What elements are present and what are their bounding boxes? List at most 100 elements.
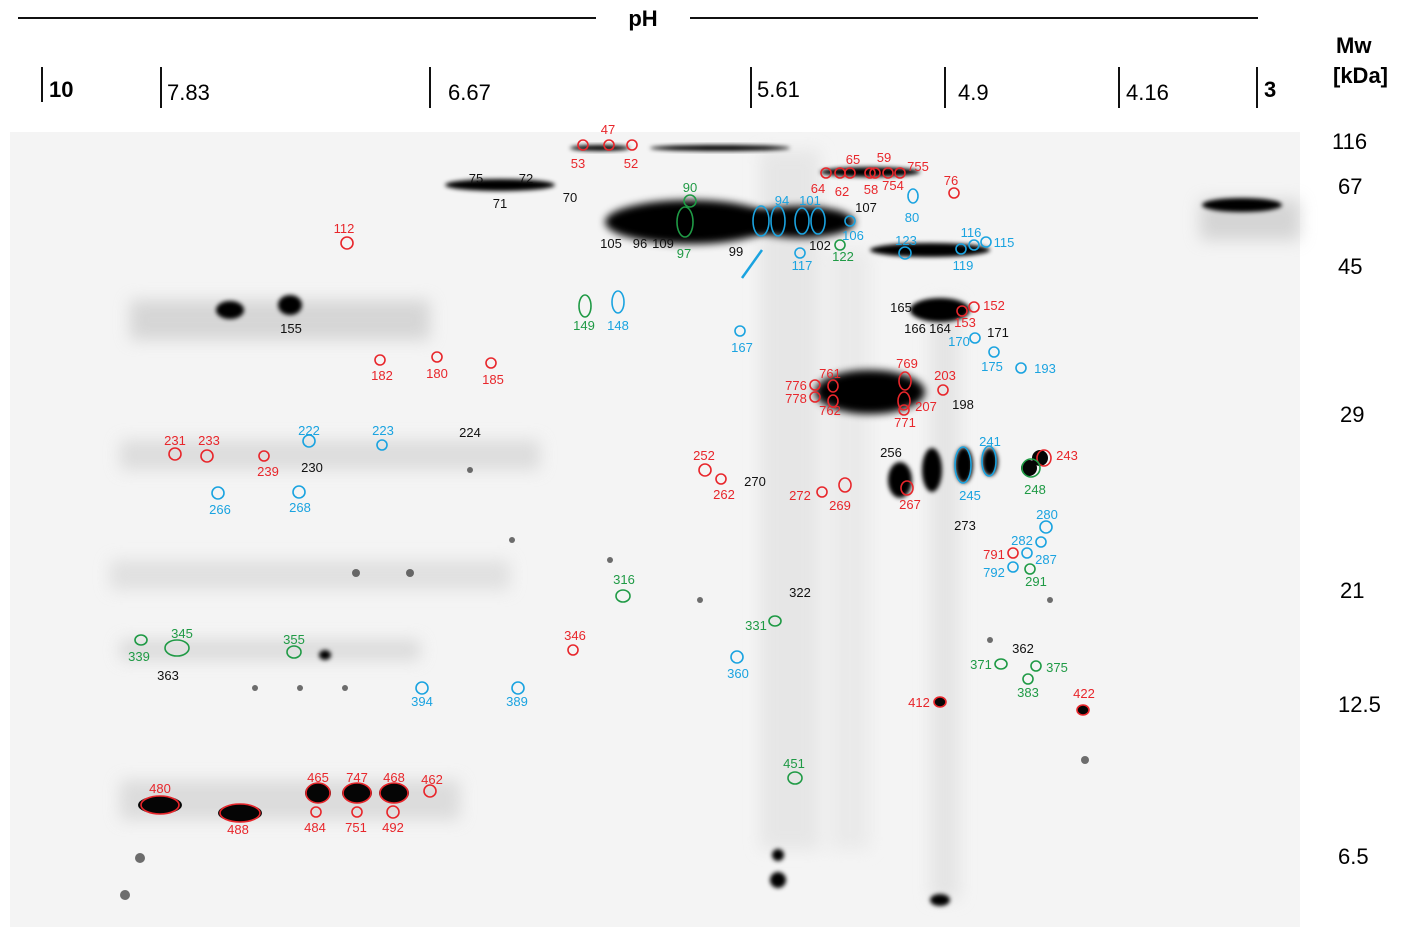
spot-label-291: 291 <box>1025 574 1047 589</box>
spot-marker-53 <box>577 139 589 151</box>
spot-marker-241 <box>981 445 997 477</box>
spot-label-248: 248 <box>1024 482 1046 497</box>
spot-label-149: 149 <box>573 318 595 333</box>
ph-tick-label: 4.16 <box>1126 80 1169 105</box>
spot-label-101: 101 <box>799 193 821 208</box>
spot-label-266: 266 <box>209 502 231 517</box>
spot-label-122: 122 <box>832 249 854 264</box>
spot-marker-339 <box>134 634 148 646</box>
spot-marker-167 <box>734 325 746 337</box>
spot-label-762: 762 <box>819 403 841 418</box>
spot-marker-754 <box>882 167 894 179</box>
spot-label-262: 262 <box>713 487 735 502</box>
spot-label-105: 105 <box>600 236 622 251</box>
spot-marker-771 <box>898 404 910 416</box>
spot-label-102: 102 <box>809 238 831 253</box>
spot-marker-375 <box>1030 660 1042 672</box>
spot-marker-451 <box>787 771 803 785</box>
spot-label-273: 273 <box>954 518 976 533</box>
spot-marker-462 <box>423 784 437 798</box>
spot-label-180: 180 <box>426 366 448 381</box>
spot-marker-245 <box>954 446 972 484</box>
spot-label-243: 243 <box>1056 448 1078 463</box>
spot-label-155: 155 <box>280 321 302 336</box>
spot-marker-76 <box>948 187 960 199</box>
spot-label-383: 383 <box>1017 685 1039 700</box>
spot-marker-180 <box>431 351 443 363</box>
mw-tick-label: 6.5 <box>1338 844 1369 869</box>
spot-label-355: 355 <box>283 632 305 647</box>
spot-label-207: 207 <box>915 399 937 414</box>
spot-label-252: 252 <box>693 448 715 463</box>
spot-marker-791 <box>1007 547 1019 559</box>
spot-label-465: 465 <box>307 770 329 785</box>
spot-label-269: 269 <box>829 498 851 513</box>
spot-label-778: 778 <box>785 391 807 406</box>
spot-label-282: 282 <box>1011 533 1033 548</box>
ph-tick-labels: 10 7.83 6.67 5.61 4.9 4.16 3 <box>49 77 1276 105</box>
spot-marker-751 <box>351 806 363 818</box>
spot-label-222: 222 <box>298 423 320 438</box>
spot-label-239: 239 <box>257 464 279 479</box>
spot-label-52: 52 <box>624 156 638 171</box>
spot-label-76: 76 <box>944 173 958 188</box>
spot-marker-360 <box>730 650 744 664</box>
spot-marker-239 <box>258 450 270 462</box>
spot-label-755: 755 <box>907 159 929 174</box>
spot-label-412: 412 <box>908 695 930 710</box>
spot-marker-465 <box>305 782 331 804</box>
spot-label-230: 230 <box>301 460 323 475</box>
ph-tick-label: 7.83 <box>167 80 210 105</box>
spot-label-394: 394 <box>411 694 433 709</box>
spot-label-751: 751 <box>345 820 367 835</box>
spot-marker-80 <box>907 188 919 204</box>
spot-label-148: 148 <box>607 318 629 333</box>
spot-label-112: 112 <box>334 221 355 236</box>
spot-label-175: 175 <box>981 359 1003 374</box>
mw-tick-label: 67 <box>1338 174 1362 199</box>
spot-marker-64 <box>820 167 832 179</box>
spot-marker-62 <box>834 167 846 179</box>
spot-marker-422 <box>1076 704 1090 716</box>
spot-label-109: 109 <box>652 236 674 251</box>
spot-label-106: 106 <box>842 228 864 243</box>
spot-label-267: 267 <box>899 497 921 512</box>
spot-label-345: 345 <box>171 626 193 641</box>
mw-tick-label: 12.5 <box>1338 692 1381 717</box>
spot-marker-383 <box>1022 673 1034 685</box>
spot-label-97: 97 <box>677 246 691 261</box>
spot-marker-346 <box>567 644 579 656</box>
spot-label-224: 224 <box>459 425 481 440</box>
spot-marker-252 <box>698 463 712 477</box>
spot-marker-778 <box>809 391 821 403</box>
spot-label-492: 492 <box>382 820 404 835</box>
spot-marker-769 <box>898 371 912 391</box>
spot-marker-291 <box>1024 563 1036 575</box>
spot-marker-182 <box>374 354 386 366</box>
spot-label-371: 371 <box>970 657 992 672</box>
spot-marker-119 <box>955 243 967 255</box>
spot-marker-488 <box>219 803 261 823</box>
spot-marker-94 <box>770 205 786 237</box>
spot-label-182: 182 <box>371 368 393 383</box>
spot-label-90: 90 <box>683 180 697 195</box>
spot-label-771: 771 <box>894 415 916 430</box>
spot-marker-101 <box>794 207 810 235</box>
spot-marker-170 <box>969 332 981 344</box>
spot-marker-97 <box>676 206 694 238</box>
spot-marker-115 <box>980 236 992 248</box>
spot-marker-776 <box>809 379 821 391</box>
spot-label-167: 167 <box>731 340 753 355</box>
spot-marker-389 <box>511 681 525 695</box>
spot-label-223: 223 <box>372 423 394 438</box>
spot-marker-90 <box>683 194 697 208</box>
spot-label-153: 153 <box>954 315 976 330</box>
spot-label-270: 270 <box>744 474 766 489</box>
spot-label-776: 776 <box>785 378 807 393</box>
spot-label-164: 164 <box>929 321 951 336</box>
spot-marker-747 <box>342 782 372 804</box>
spot-label-166: 166 <box>904 321 926 336</box>
spot-marker-269 <box>838 477 852 493</box>
spot-label-231: 231 <box>164 433 186 448</box>
ph-tick-label: 5.61 <box>757 77 800 102</box>
